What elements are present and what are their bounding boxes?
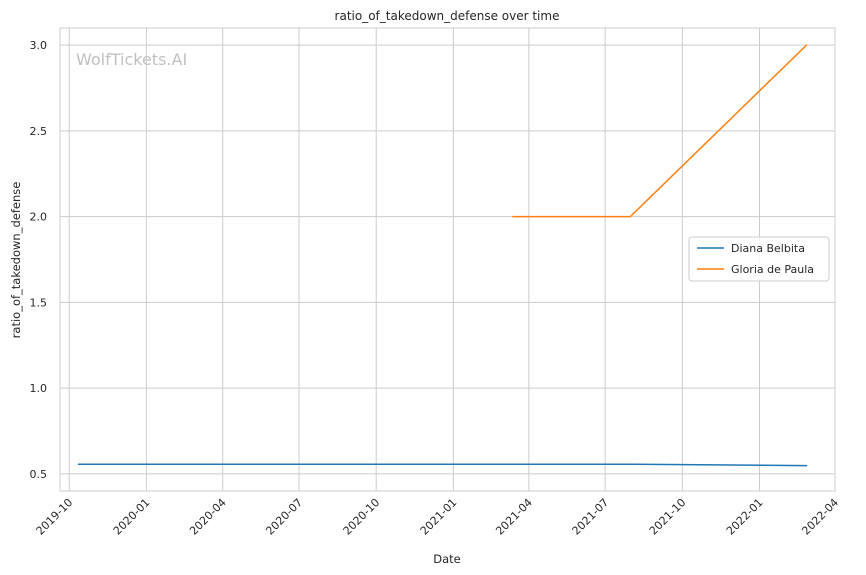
y-tick-labels: 0.5 1.0 1.5 2.0 2.5 3.0: [30, 39, 48, 481]
y-tick-label: 2.5: [30, 125, 48, 138]
y-tick-label: 1.5: [30, 296, 48, 309]
y-tick-label: 3.0: [30, 39, 48, 52]
y-tick-label: 0.5: [30, 468, 48, 481]
legend-label-2: Gloria de Paula: [731, 263, 814, 276]
legend-label-1: Diana Belbita: [731, 242, 805, 255]
watermark: WolfTickets.AI: [76, 50, 187, 69]
grid: [60, 28, 836, 491]
plot-frame: [59, 27, 836, 492]
y-axis-label: ratio_of_takedown_defense: [9, 182, 23, 339]
series-line-2: [512, 44, 808, 218]
legend: Diana Belbita Gloria de Paula: [688, 236, 830, 282]
y-tick-label: 1.0: [30, 382, 48, 395]
series-lines: [77, 44, 808, 467]
x-axis-label: Date: [433, 552, 461, 566]
chart-title: ratio_of_takedown_defense over time: [335, 9, 560, 23]
y-tick-label: 2.0: [30, 211, 48, 224]
series-line-1: [77, 463, 808, 467]
